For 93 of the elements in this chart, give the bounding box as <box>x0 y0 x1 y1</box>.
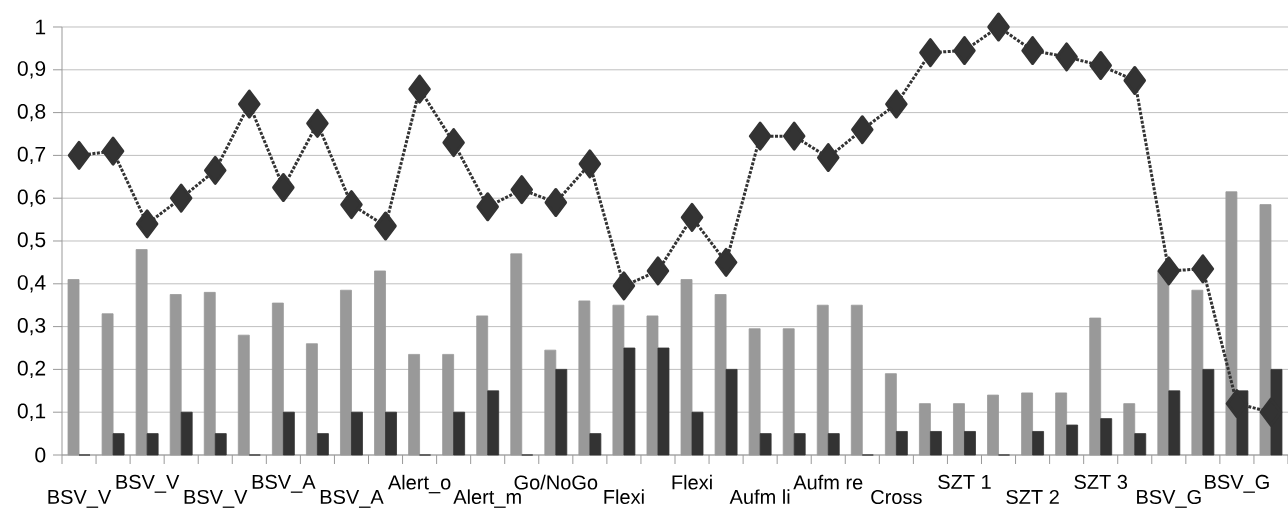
bar <box>487 390 500 456</box>
y-tick-label: 0 <box>35 447 46 463</box>
bar <box>351 411 363 456</box>
bar <box>1066 424 1079 456</box>
bar <box>214 433 227 456</box>
bar <box>1202 369 1215 456</box>
point <box>374 211 397 241</box>
y-tick-label: 0,4 <box>17 275 46 293</box>
x-tick-label: SZT 2 <box>1006 489 1059 505</box>
bar <box>555 369 568 456</box>
y-tick-label: 0,3 <box>17 317 46 336</box>
bar <box>317 433 329 456</box>
x-tick-label: Flexi <box>604 489 644 505</box>
x-tick-label: Flexi <box>672 474 712 490</box>
point <box>1191 254 1215 284</box>
point <box>169 183 193 213</box>
bar <box>1168 390 1181 456</box>
bar <box>623 347 636 456</box>
bar <box>1032 431 1044 456</box>
point <box>272 173 295 202</box>
x-tick-label: SZT 1 <box>938 474 991 490</box>
y-tick-label: 0,5 <box>17 232 46 250</box>
bar <box>725 369 738 456</box>
point <box>510 175 533 205</box>
point <box>851 115 874 145</box>
point <box>1225 389 1249 419</box>
bar <box>657 347 670 456</box>
y-tick-label: 0,7 <box>17 146 46 165</box>
point <box>204 155 227 185</box>
point <box>442 128 465 158</box>
x-tick-label: Alert_m <box>453 489 521 508</box>
x-tick-label: Aufm re <box>793 474 863 490</box>
point <box>612 271 636 301</box>
point <box>953 36 976 66</box>
x-tick-label: BSV_V <box>116 474 180 493</box>
point <box>1021 36 1044 66</box>
bar <box>589 433 602 456</box>
x-tick-label: BSV_G <box>1205 474 1269 493</box>
bar <box>827 433 840 456</box>
point <box>919 38 942 68</box>
bar <box>691 411 704 456</box>
y-tick-label: 0,9 <box>17 61 46 79</box>
x-tick-label: SZT 3 <box>1074 474 1128 490</box>
point <box>987 12 1010 42</box>
y-tick-label: 0,2 <box>17 360 46 379</box>
bar <box>180 411 193 456</box>
y-tick-label: 1 <box>36 19 46 35</box>
point <box>1055 42 1078 72</box>
point <box>748 121 772 151</box>
point <box>680 202 704 232</box>
x-tick-label: BSV_V <box>184 489 248 508</box>
bar <box>1134 433 1147 456</box>
x-tick-label: Cross <box>871 489 922 505</box>
point <box>782 121 806 151</box>
point <box>817 143 840 173</box>
bar <box>964 431 976 456</box>
point <box>1259 397 1283 427</box>
bar <box>453 411 466 456</box>
bar <box>793 433 806 456</box>
point <box>544 187 568 217</box>
x-tick-label: BSV_A <box>252 474 316 493</box>
x-tick-label: Alert_o <box>387 474 451 494</box>
y-tick-label: 0,6 <box>17 189 46 207</box>
point <box>646 256 670 286</box>
x-tick-label: BSV_A <box>320 489 384 508</box>
bar <box>112 433 125 456</box>
point <box>238 89 261 119</box>
point <box>67 140 91 170</box>
point <box>1123 66 1146 95</box>
x-tick-label: BSV_V <box>48 489 112 508</box>
point <box>340 190 363 220</box>
x-tick-label: Go/NoGo <box>514 474 598 490</box>
bar <box>282 411 295 456</box>
point <box>135 209 159 239</box>
point <box>408 74 431 104</box>
x-tick-label: Aufm li <box>729 489 790 505</box>
point <box>578 149 602 179</box>
bar <box>759 433 772 456</box>
bar <box>1100 418 1113 456</box>
y-tick-label: 0,1 <box>17 403 46 421</box>
bar <box>385 411 397 456</box>
bar <box>895 431 908 456</box>
bar <box>930 431 942 456</box>
point <box>101 136 125 166</box>
point <box>714 247 738 277</box>
point <box>306 108 329 138</box>
point <box>1157 256 1181 286</box>
y-tick-label: 0,8 <box>17 103 46 122</box>
bar <box>146 433 159 456</box>
point <box>476 192 499 222</box>
x-tick-label: BSV_G <box>1137 489 1201 508</box>
point <box>885 89 908 119</box>
point <box>1089 51 1112 81</box>
